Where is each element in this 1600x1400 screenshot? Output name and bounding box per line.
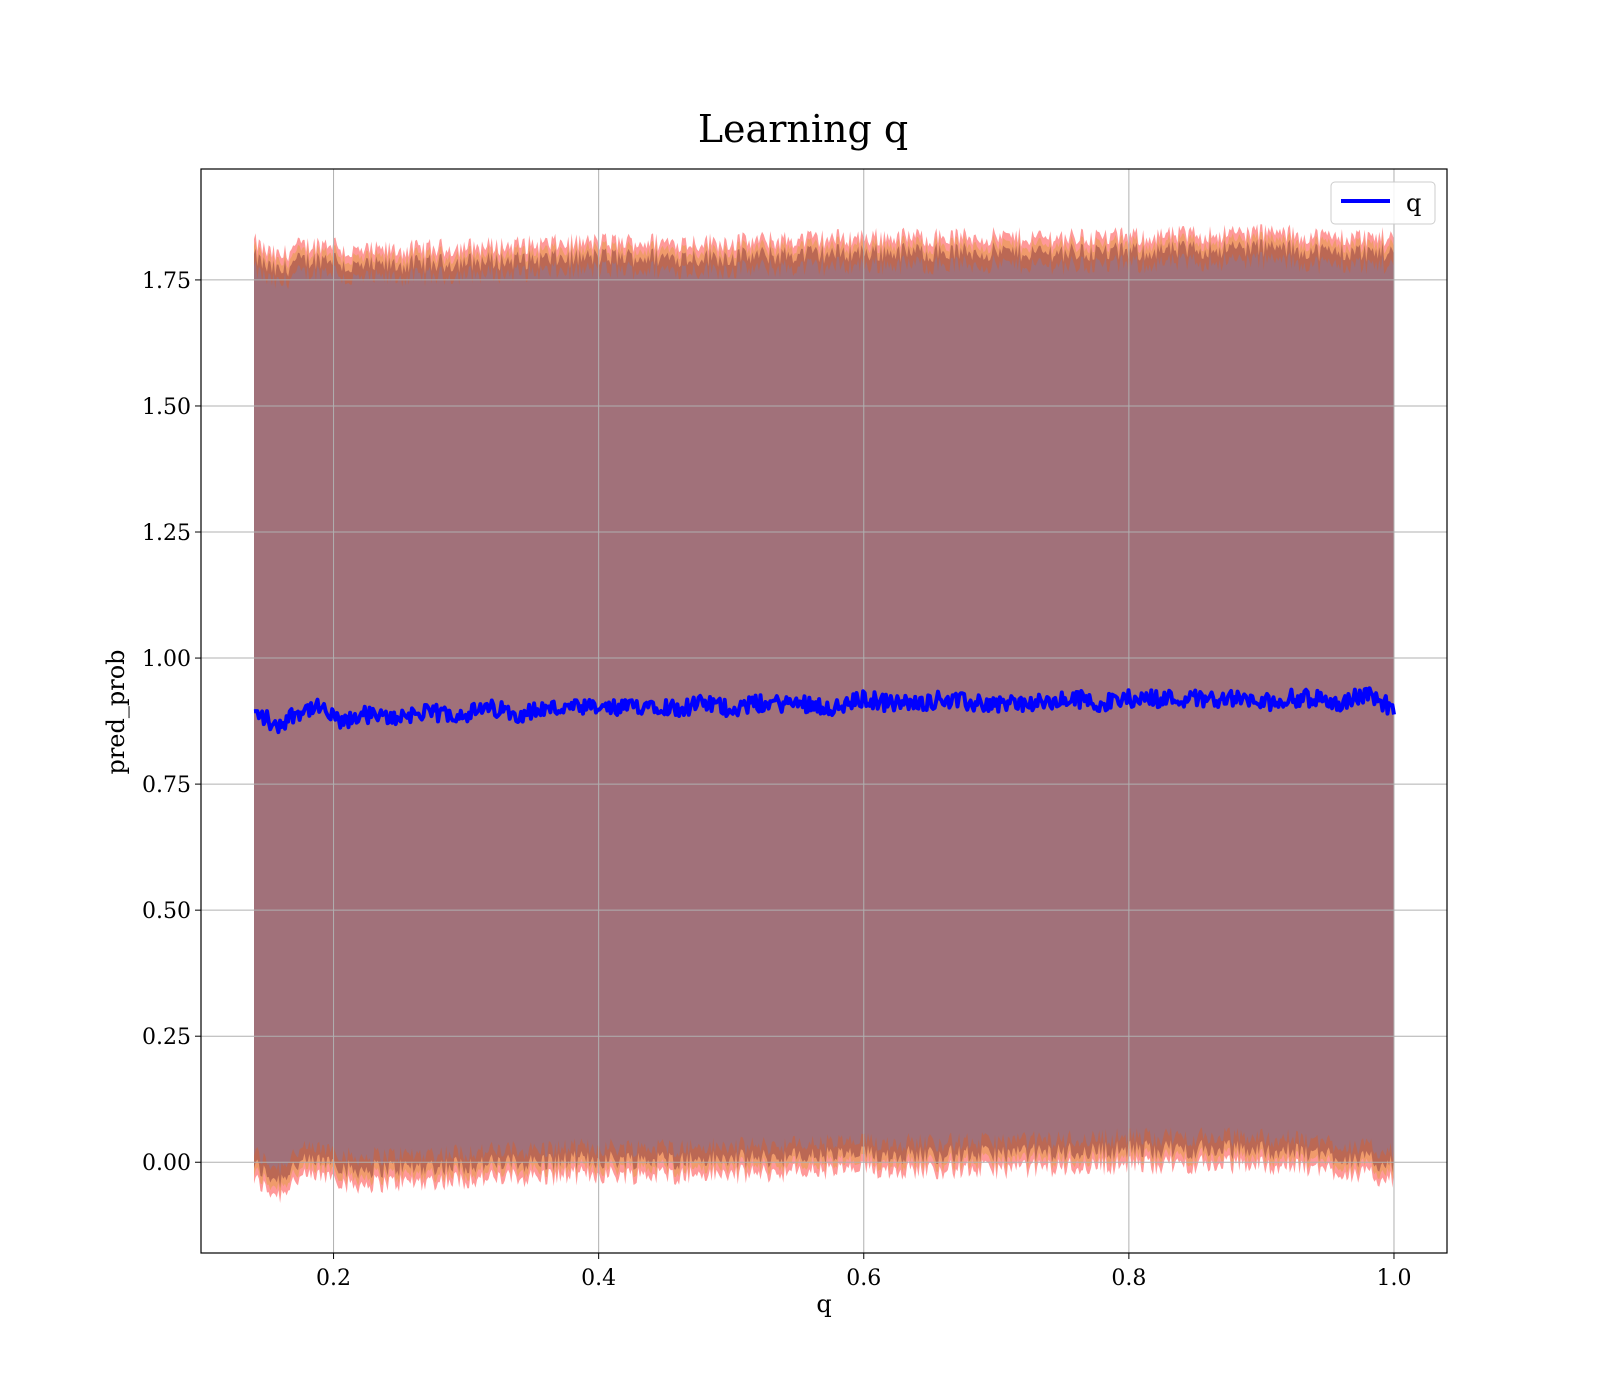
x-tick-label: 0.2 bbox=[316, 1266, 351, 1291]
x-axis-title: q bbox=[816, 1290, 831, 1318]
y-tick-label: 0.25 bbox=[142, 1025, 191, 1050]
y-axis-title: pred_prob bbox=[102, 649, 130, 774]
plot-area bbox=[200, 168, 1448, 1254]
legend-label-q: q bbox=[1406, 189, 1421, 217]
chart-title: Learning q bbox=[698, 107, 908, 151]
y-tick-label: 0.00 bbox=[142, 1151, 191, 1176]
series-lines bbox=[253, 686, 1396, 735]
x-axis-ticks: 0.2 0.4 0.6 0.8 1.0 bbox=[316, 1253, 1411, 1291]
y-tick-label: 1.75 bbox=[142, 269, 191, 294]
x-tick-label: 0.6 bbox=[846, 1266, 881, 1291]
y-tick-label: 0.50 bbox=[142, 899, 191, 924]
y-tick-label: 1.25 bbox=[142, 521, 191, 546]
legend: q bbox=[1330, 181, 1436, 225]
plot-frame bbox=[200, 168, 1448, 1254]
y-tick-label: 1.50 bbox=[142, 395, 191, 420]
y-tick-label: 0.75 bbox=[142, 773, 191, 798]
series-line-q bbox=[253, 686, 1396, 735]
x-tick-label: 1.0 bbox=[1376, 1266, 1411, 1291]
y-tick-label: 1.00 bbox=[142, 647, 191, 672]
x-tick-label: 0.4 bbox=[581, 1266, 616, 1291]
x-tick-label: 0.8 bbox=[1111, 1266, 1146, 1291]
y-axis-ticks: 0.00 0.25 0.50 0.75 1.00 1.25 1.50 1.75 bbox=[142, 269, 201, 1176]
